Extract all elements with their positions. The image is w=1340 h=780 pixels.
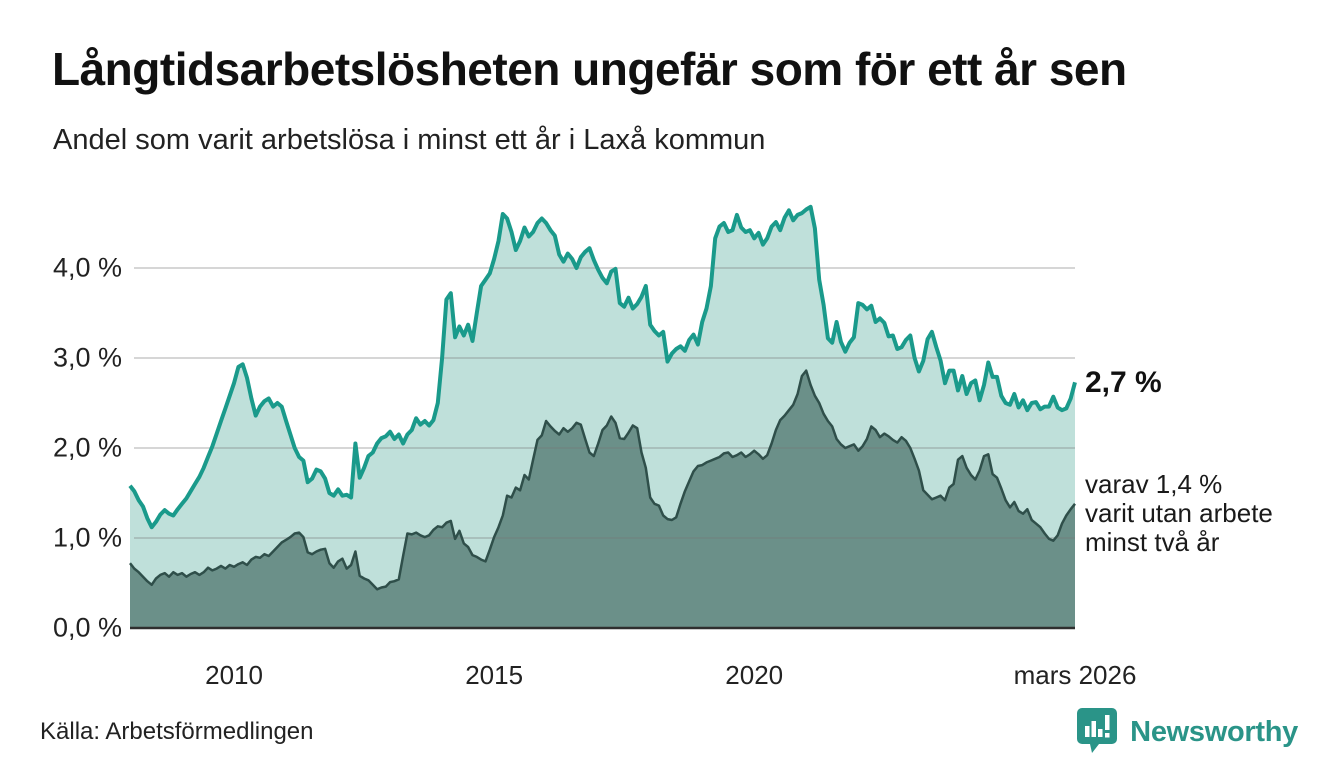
page-title: Långtidsarbetslösheten ungefär som för e… xyxy=(52,43,1127,95)
x-tick-label: 2020 xyxy=(725,660,784,690)
x-tick-label: 2015 xyxy=(465,660,524,690)
speech-bubble-bar-chart-icon xyxy=(1076,705,1120,760)
y-tick-label: 4,0 % xyxy=(52,252,122,283)
y-tick-label: 0,0 % xyxy=(52,612,122,643)
chart-subtitle: Andel som varit arbetslösa i minst ett å… xyxy=(53,124,766,156)
x-tick-label: 2010 xyxy=(205,660,263,690)
y-tick-label: 1,0 % xyxy=(52,522,122,553)
latest-value-label: 2,7 % xyxy=(1085,366,1162,399)
two-year-annotation-line1: varav 1,4 % xyxy=(1085,469,1223,499)
brand-name: Newsworthy xyxy=(1130,715,1298,748)
x-tick-label: mars 2026 xyxy=(1013,660,1137,690)
two-year-annotation: varav 1,4 % varit utan arbete minst två … xyxy=(1085,470,1273,557)
two-year-annotation-line2: varit utan arbete xyxy=(1085,498,1273,528)
source-note: Källa: Arbetsförmedlingen xyxy=(40,718,314,745)
y-tick-label: 2,0 % xyxy=(52,432,122,463)
y-tick-label: 3,0 % xyxy=(52,342,122,373)
newsworthy-logo: Newsworthy xyxy=(1076,706,1298,758)
two-year-annotation-line3: minst två år xyxy=(1085,527,1220,557)
